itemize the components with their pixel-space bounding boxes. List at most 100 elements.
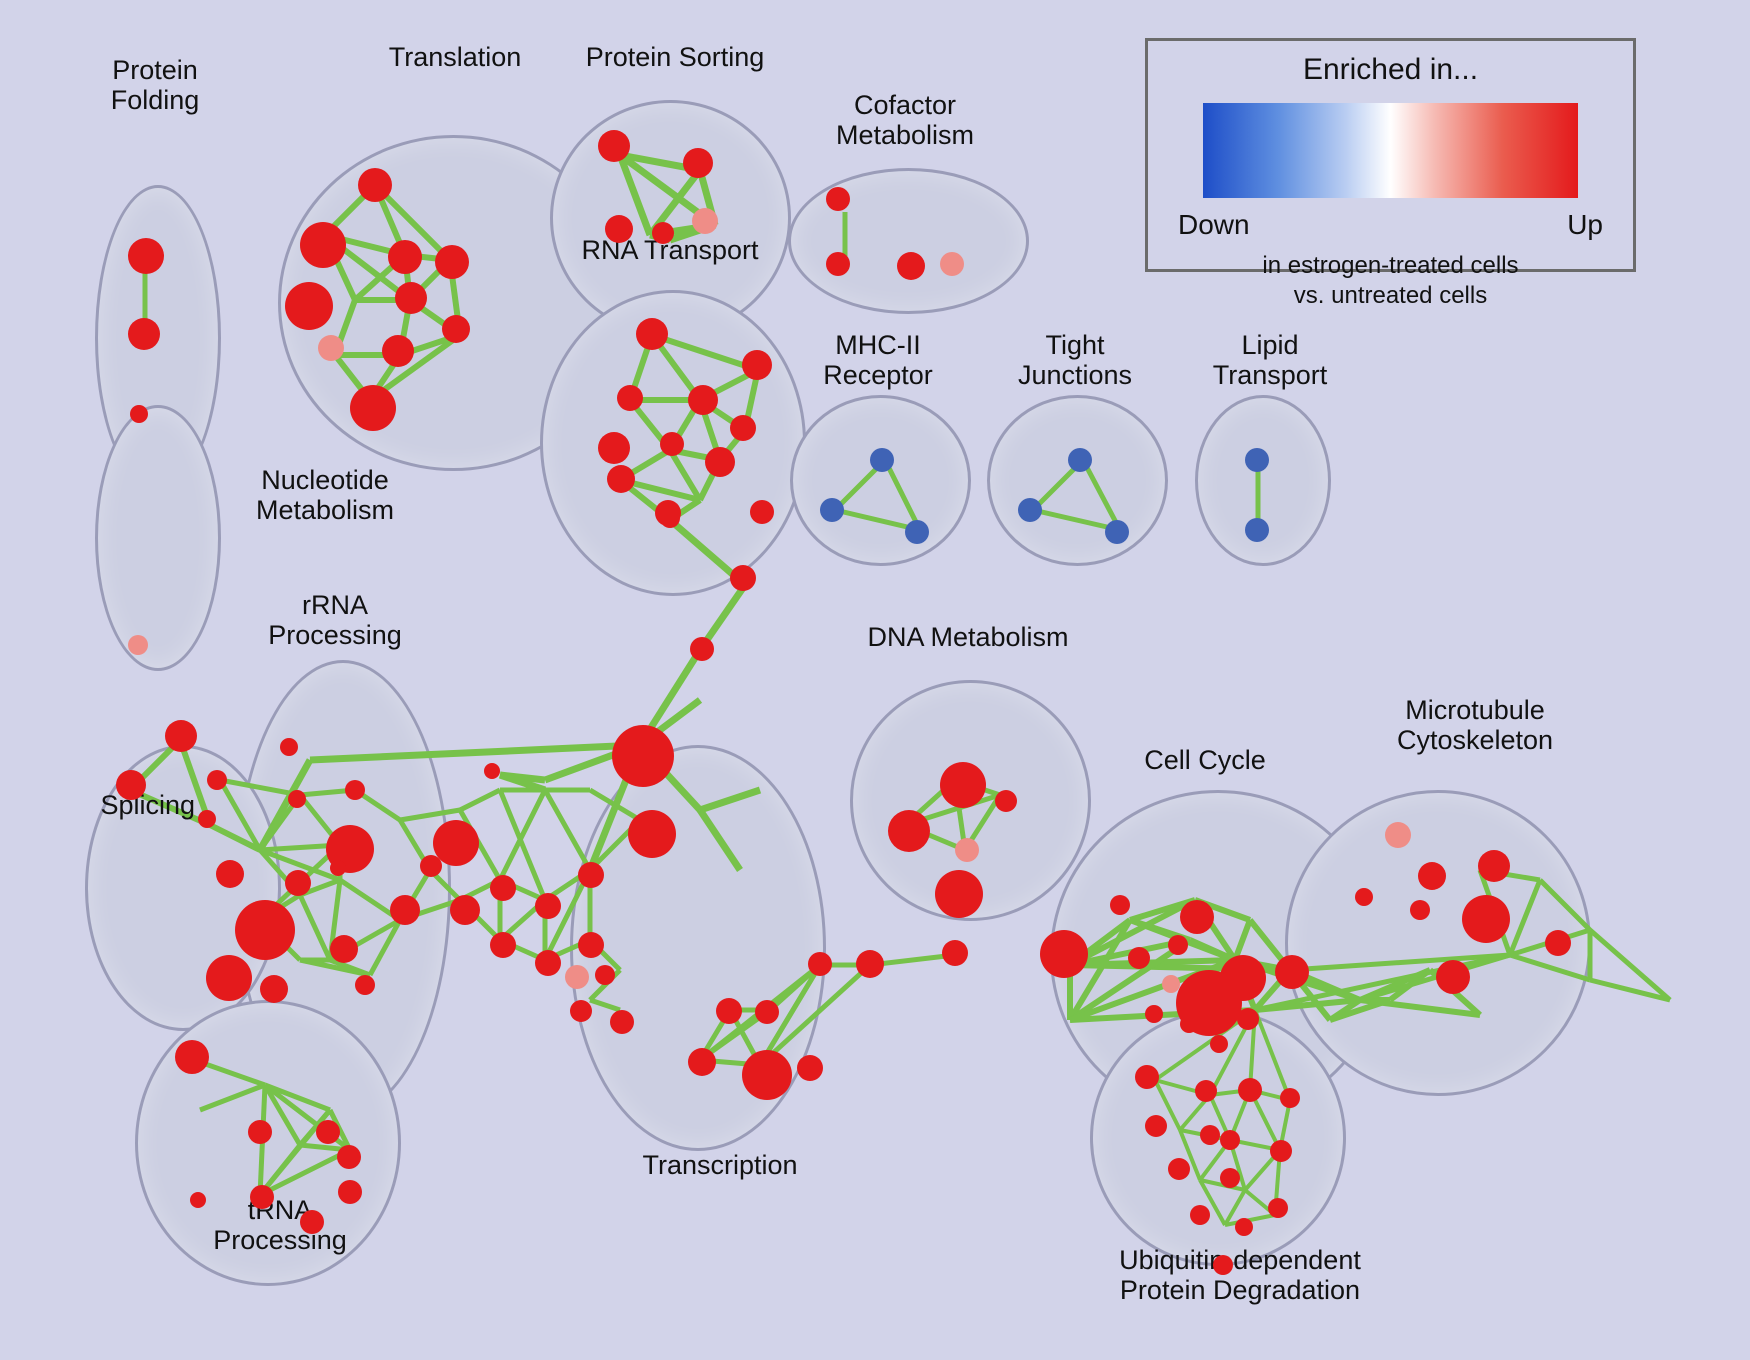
node-cell-cycle-13[interactable] bbox=[1176, 970, 1242, 1036]
node-trna-7[interactable] bbox=[300, 1210, 324, 1234]
node-spine-5[interactable] bbox=[484, 763, 500, 779]
node-splicing-2[interactable] bbox=[116, 770, 146, 800]
node-rrna-16[interactable] bbox=[490, 932, 516, 958]
node-rna-transport-12[interactable] bbox=[750, 500, 774, 524]
node-rrna-14[interactable] bbox=[450, 895, 480, 925]
node-transcription-1[interactable] bbox=[942, 940, 968, 966]
node-lipid-transport-1[interactable] bbox=[1245, 448, 1269, 472]
node-ubiquitin-2[interactable] bbox=[1195, 1080, 1217, 1102]
node-rrna-9[interactable] bbox=[206, 955, 252, 1001]
node-ubiquitin-7[interactable] bbox=[1220, 1130, 1240, 1150]
node-trna-3[interactable] bbox=[248, 1120, 272, 1144]
node-transcription-2[interactable] bbox=[856, 950, 884, 978]
node-protein-folding-1[interactable] bbox=[128, 238, 164, 274]
node-transcription-8[interactable] bbox=[797, 1055, 823, 1081]
node-translation-9[interactable] bbox=[442, 315, 470, 343]
node-cell-cycle-1[interactable] bbox=[1040, 930, 1088, 978]
node-ubiquitin-8[interactable] bbox=[1270, 1140, 1292, 1162]
node-transcription-6[interactable] bbox=[688, 1048, 716, 1076]
node-splicing-3[interactable] bbox=[198, 810, 216, 828]
node-microtubule-7[interactable] bbox=[1436, 960, 1470, 994]
node-translation-7[interactable] bbox=[318, 335, 344, 361]
node-translation-10[interactable] bbox=[350, 385, 396, 431]
node-cell-cycle-5[interactable] bbox=[1128, 947, 1150, 969]
node-nucleotide-metabolism-1[interactable] bbox=[130, 405, 148, 423]
node-spine-4[interactable] bbox=[280, 738, 298, 756]
node-rrna-22[interactable] bbox=[345, 780, 365, 800]
node-ubiquitin-14[interactable] bbox=[1213, 1255, 1233, 1275]
node-rrna-19[interactable] bbox=[578, 862, 604, 888]
node-ubiquitin-9[interactable] bbox=[1168, 1158, 1190, 1180]
node-mhc-ii-receptor-3[interactable] bbox=[905, 520, 929, 544]
node-transcription-7[interactable] bbox=[742, 1050, 792, 1100]
node-microtubule-5[interactable] bbox=[1462, 895, 1510, 943]
node-ubiquitin-10[interactable] bbox=[1220, 1168, 1240, 1188]
node-cell-cycle-12[interactable] bbox=[1210, 1035, 1228, 1053]
node-rrna-7[interactable] bbox=[235, 900, 295, 960]
node-ubiquitin-5[interactable] bbox=[1145, 1115, 1167, 1137]
node-translation-4[interactable] bbox=[435, 245, 469, 279]
node-protein-sorting-5[interactable] bbox=[692, 208, 718, 234]
node-rrna-26[interactable] bbox=[595, 965, 615, 985]
node-rrna-25[interactable] bbox=[570, 1000, 592, 1022]
node-transcription-4[interactable] bbox=[716, 998, 742, 1024]
node-rrna-13[interactable] bbox=[420, 855, 442, 877]
node-cofactor-metabolism-4[interactable] bbox=[940, 252, 964, 276]
node-translation-6[interactable] bbox=[395, 282, 427, 314]
node-tight-junctions-1[interactable] bbox=[1068, 448, 1092, 472]
node-rrna-4[interactable] bbox=[216, 860, 244, 888]
node-rrna-11[interactable] bbox=[355, 975, 375, 995]
node-translation-8[interactable] bbox=[382, 335, 414, 367]
node-cell-cycle-9[interactable] bbox=[1145, 1005, 1163, 1023]
node-rna-transport-6[interactable] bbox=[598, 432, 630, 464]
node-rna-transport-3[interactable] bbox=[617, 385, 643, 411]
node-rna-transport-7[interactable] bbox=[660, 432, 684, 456]
node-ubiquitin-3[interactable] bbox=[1238, 1078, 1262, 1102]
node-spine-2[interactable] bbox=[690, 637, 714, 661]
node-rna-transport-1[interactable] bbox=[636, 318, 668, 350]
node-protein-sorting-1[interactable] bbox=[598, 130, 630, 162]
node-translation-2[interactable] bbox=[300, 222, 346, 268]
node-ubiquitin-4[interactable] bbox=[1280, 1088, 1300, 1108]
node-ubiquitin-1[interactable] bbox=[1135, 1065, 1159, 1089]
node-protein-sorting-2[interactable] bbox=[683, 148, 713, 178]
node-lipid-transport-2[interactable] bbox=[1245, 518, 1269, 542]
node-rrna-5[interactable] bbox=[285, 870, 311, 896]
node-cofactor-metabolism-2[interactable] bbox=[826, 252, 850, 276]
node-dna-metabolism-2[interactable] bbox=[888, 810, 930, 852]
node-spine-1[interactable] bbox=[730, 565, 756, 591]
node-dna-metabolism-5[interactable] bbox=[935, 870, 983, 918]
node-splicing-1[interactable] bbox=[165, 720, 197, 752]
node-rna-transport-2[interactable] bbox=[742, 350, 772, 380]
node-cell-cycle-8[interactable] bbox=[1275, 955, 1309, 989]
node-dna-metabolism-4[interactable] bbox=[955, 838, 979, 862]
node-rna-transport-11[interactable] bbox=[660, 508, 680, 528]
node-microtubule-8[interactable] bbox=[1545, 930, 1571, 956]
node-tight-junctions-3[interactable] bbox=[1105, 520, 1129, 544]
node-cell-cycle-4[interactable] bbox=[1168, 935, 1188, 955]
node-trna-2[interactable] bbox=[190, 1192, 206, 1208]
node-rrna-17[interactable] bbox=[535, 893, 561, 919]
node-trna-8[interactable] bbox=[338, 1180, 362, 1204]
node-microtubule-3[interactable] bbox=[1478, 850, 1510, 882]
node-mhc-ii-receptor-2[interactable] bbox=[820, 498, 844, 522]
node-rrna-10[interactable] bbox=[260, 975, 288, 1003]
node-cofactor-metabolism-3[interactable] bbox=[897, 252, 925, 280]
node-rrna-23[interactable] bbox=[207, 770, 227, 790]
node-protein-sorting-3[interactable] bbox=[605, 215, 633, 243]
node-cofactor-metabolism-1[interactable] bbox=[826, 187, 850, 211]
node-rna-transport-8[interactable] bbox=[705, 447, 735, 477]
node-dna-metabolism-3[interactable] bbox=[995, 790, 1017, 812]
node-trna-4[interactable] bbox=[316, 1120, 340, 1144]
node-mhc-ii-receptor-1[interactable] bbox=[870, 448, 894, 472]
node-rna-transport-9[interactable] bbox=[607, 465, 635, 493]
node-transcription-5[interactable] bbox=[755, 1000, 779, 1024]
node-translation-1[interactable] bbox=[358, 168, 392, 202]
node-microtubule-2[interactable] bbox=[1418, 862, 1446, 890]
node-rrna-6[interactable] bbox=[330, 860, 346, 876]
node-microtubule-6[interactable] bbox=[1410, 900, 1430, 920]
node-translation-3[interactable] bbox=[388, 240, 422, 274]
node-microtubule-4[interactable] bbox=[1355, 888, 1373, 906]
node-trna-1[interactable] bbox=[175, 1040, 209, 1074]
node-protein-sorting-4[interactable] bbox=[652, 222, 674, 244]
